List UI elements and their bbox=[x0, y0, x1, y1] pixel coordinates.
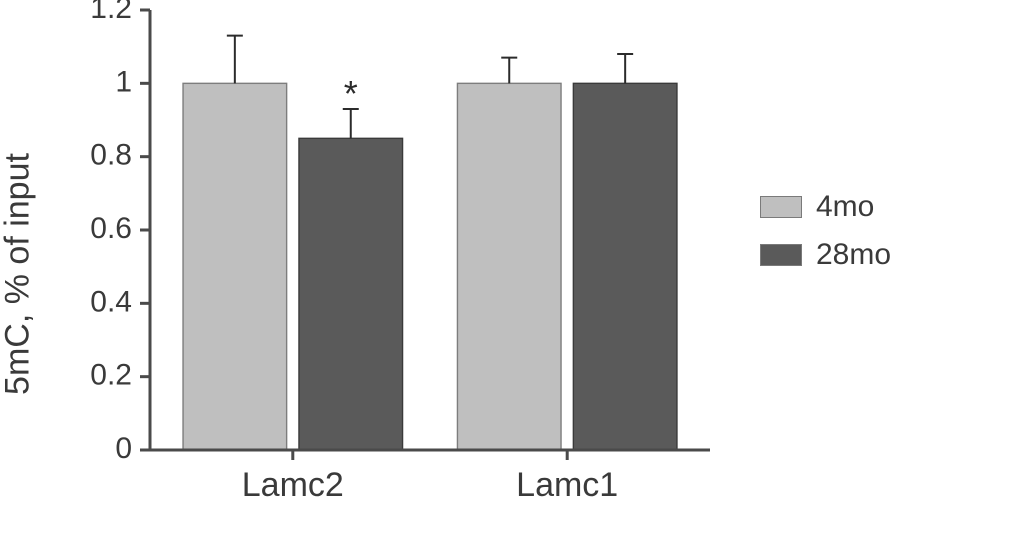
y-tick-label: 1.2 bbox=[90, 0, 132, 25]
bar bbox=[183, 83, 287, 450]
legend: 4mo 28mo bbox=[760, 190, 891, 286]
legend-swatch bbox=[760, 196, 802, 218]
legend-item: 28mo bbox=[760, 238, 891, 272]
chart-stage: 5mC, % of input 0 0.2 0.4 0.6 0.8 1 1.2 Lamc2 L… bbox=[0, 0, 1020, 548]
y-tick-label: 1 bbox=[115, 65, 132, 98]
bar bbox=[457, 83, 561, 450]
legend-swatch bbox=[760, 244, 802, 266]
y-tick-label: 0.2 bbox=[90, 359, 132, 392]
x-category-label: Lamc2 bbox=[213, 466, 373, 505]
y-axis-label: 5mC, % of input bbox=[0, 153, 38, 395]
y-tick-label: 0.8 bbox=[90, 139, 132, 172]
legend-label: 4mo bbox=[816, 190, 874, 224]
bar bbox=[299, 138, 403, 450]
y-tick-label: 0 bbox=[115, 432, 132, 465]
legend-item: 4mo bbox=[760, 190, 891, 224]
significance-star: * bbox=[331, 73, 371, 115]
y-tick-label: 0.4 bbox=[90, 285, 132, 318]
legend-label: 28mo bbox=[816, 238, 891, 272]
y-tick-label: 0.6 bbox=[90, 212, 132, 245]
bar bbox=[573, 83, 677, 450]
x-category-label: Lamc1 bbox=[487, 466, 647, 505]
